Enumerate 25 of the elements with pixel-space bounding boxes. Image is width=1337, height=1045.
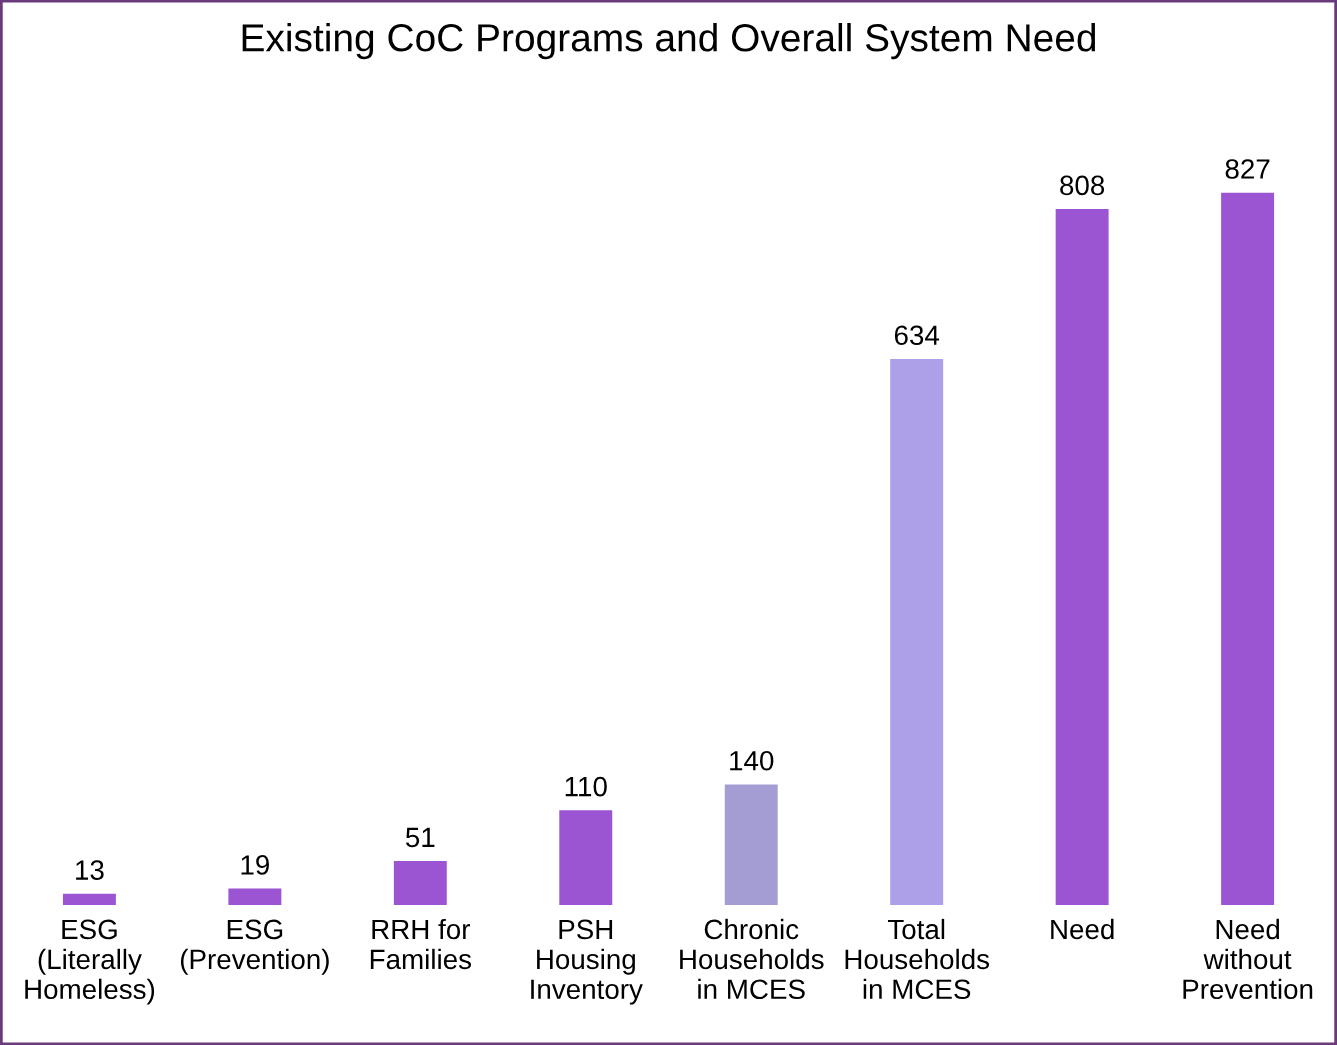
data-label: 110: [565, 776, 607, 797]
bar: [393, 861, 447, 905]
bar: [228, 888, 282, 905]
x-tick-label: RRH for Families: [370, 918, 472, 970]
x-tick-label: Need: [1051, 918, 1114, 940]
bar: [724, 784, 778, 905]
data-label: 13: [76, 860, 104, 880]
bar: [1221, 192, 1275, 905]
chart-title: Existing CoC Programs and Overall System Need: [242, 23, 1096, 60]
x-tick-label: Total Households in MCES: [845, 918, 990, 1000]
bar: [890, 358, 944, 905]
x-tick-label: PSH Housing Inventory: [531, 919, 643, 1005]
x-tick-label: Need without Prevention: [1183, 918, 1313, 1000]
bar: [1055, 209, 1109, 905]
data-label: 827: [1225, 159, 1270, 179]
data-label: 19: [241, 855, 269, 875]
x-tick-label: ESG (Prevention): [180, 919, 329, 975]
bar: [62, 893, 116, 905]
data-label: 634: [894, 325, 940, 346]
data-label: 808: [1060, 175, 1105, 196]
x-tick-label: Chronic Households in MCES: [680, 918, 824, 1000]
x-tick-label: ESG (Literally Homeless): [25, 919, 155, 1005]
bar: [559, 810, 613, 905]
data-label: 140: [730, 750, 774, 771]
data-label: 51: [405, 827, 435, 848]
